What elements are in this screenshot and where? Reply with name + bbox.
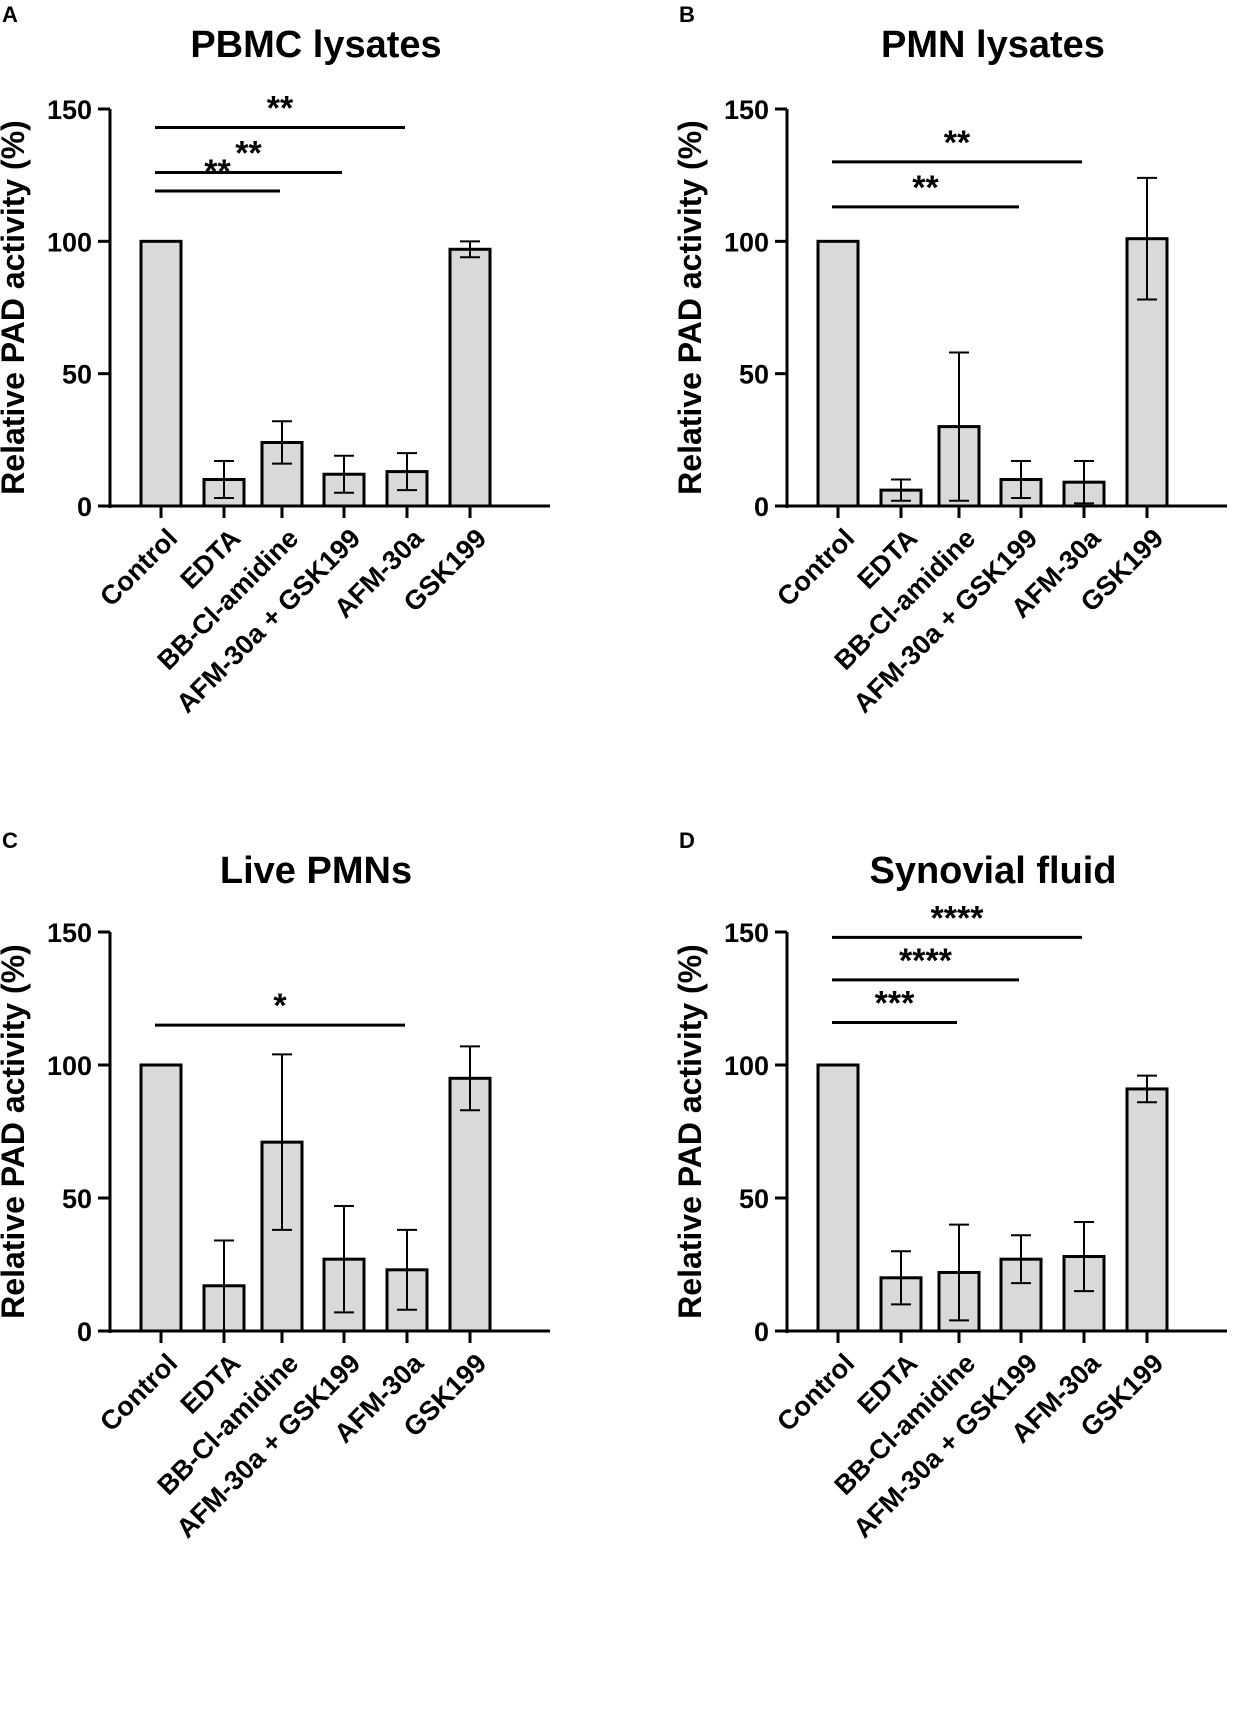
bar	[816, 1063, 860, 1333]
y-axis-label: Relative PAD activity (%)	[0, 120, 31, 495]
panel-b: B PMN lysates Relative PAD activity (%) 0 50…	[672, 2, 1227, 719]
significance-label: ***	[875, 984, 915, 1022]
bar	[448, 247, 492, 508]
y-tick-label: 0	[754, 1317, 769, 1347]
chart-title: PBMC lysates	[190, 24, 441, 66]
significance-label: *	[273, 987, 287, 1025]
significance-label: **	[912, 169, 939, 207]
y-tick-label: 0	[77, 1317, 92, 1347]
panel-c: C Live PMNs Relative PAD activity (%) 0 50 10…	[0, 828, 550, 1544]
y-tick-label: 50	[739, 360, 769, 390]
panel-d: D Synovial fluid Relative PAD activity (%)…	[672, 828, 1227, 1544]
y-tick-label: 0	[77, 492, 92, 522]
chart-title: Synovial fluid	[869, 850, 1116, 892]
y-tick-label: 50	[62, 1184, 92, 1214]
chart-title: Live PMNs	[220, 850, 412, 892]
y-tick-label: 100	[47, 1051, 92, 1081]
significance-label: ****	[899, 942, 953, 980]
significance-label: **	[267, 90, 294, 128]
y-tick-label: 0	[754, 492, 769, 522]
bar	[139, 1063, 183, 1333]
bar	[1125, 1087, 1169, 1333]
y-axis-label: Relative PAD activity (%)	[672, 120, 708, 495]
x-tick-label: Control	[94, 523, 183, 612]
significance-label: **	[944, 124, 971, 162]
panel-letter: D	[679, 828, 695, 853]
y-tick-label: 100	[47, 227, 92, 257]
x-tick-label: Control	[94, 1348, 183, 1437]
y-tick-label: 150	[47, 918, 92, 948]
panel-letter: A	[2, 2, 18, 27]
y-axis-label: Relative PAD activity (%)	[672, 944, 708, 1319]
bar	[816, 239, 860, 508]
panel-letter: B	[679, 2, 695, 27]
significance-label: **	[235, 135, 262, 173]
bar	[139, 239, 183, 508]
y-tick-label: 150	[47, 95, 92, 125]
x-tick-label: Control	[771, 523, 860, 612]
chart-title: PMN lysates	[881, 24, 1105, 66]
y-tick-label: 100	[724, 1051, 769, 1081]
y-tick-label: 150	[724, 95, 769, 125]
y-axis-label: Relative PAD activity (%)	[0, 944, 31, 1319]
y-tick-label: 50	[62, 360, 92, 390]
panel-a: A PBMC lysates Relative PAD activity (%) 0 5…	[0, 2, 550, 719]
bar	[448, 1076, 492, 1333]
x-tick-label: Control	[771, 1348, 860, 1437]
y-tick-label: 100	[724, 227, 769, 257]
significance-label: ****	[931, 899, 985, 937]
y-tick-label: 150	[724, 918, 769, 948]
panel-letter: C	[2, 828, 18, 853]
y-tick-label: 50	[739, 1184, 769, 1214]
